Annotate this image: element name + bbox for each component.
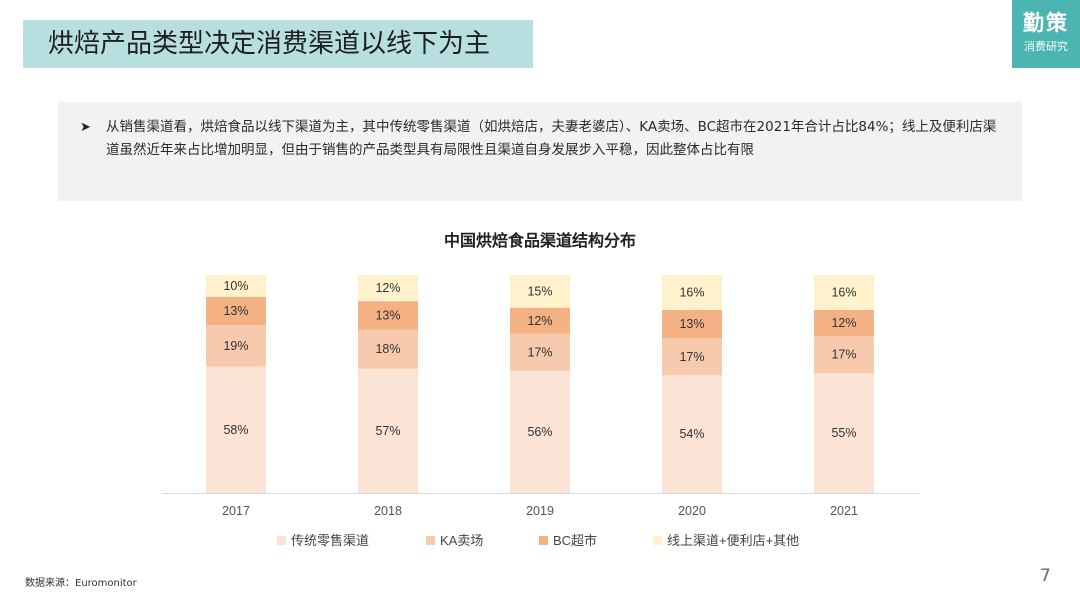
legend-label: 线上渠道+便利店+其他 [667, 533, 799, 548]
legend-swatch [426, 536, 435, 545]
bar-segment [814, 373, 874, 493]
title-bar: 烘焙产品类型决定消费渠道以线下为主 [23, 20, 533, 68]
data-label: 57% [375, 424, 400, 438]
bar-segment [358, 368, 418, 493]
page-title: 烘焙产品类型决定消费渠道以线下为主 [48, 29, 491, 59]
bar-segment [206, 325, 266, 367]
x-tick-label: 2019 [526, 504, 554, 518]
data-label: 10% [223, 279, 248, 293]
x-tick-label: 2020 [678, 504, 706, 518]
data-label: 16% [679, 285, 704, 299]
x-tick-label: 2017 [222, 504, 250, 518]
bar-segment [510, 275, 570, 308]
legend-label: BC超市 [553, 533, 597, 548]
bar-segment [358, 275, 418, 302]
data-label: 19% [223, 339, 248, 353]
data-label: 55% [831, 426, 856, 440]
summary-text: 从销售渠道看，烘焙食品以线下渠道为主，其中传统零售渠道（如烘焙店，夫妻老婆店）、… [106, 119, 997, 158]
data-label: 17% [831, 348, 856, 362]
data-source: 数据来源：Euromonitor [25, 578, 137, 589]
bar-segment [206, 366, 266, 493]
data-label: 17% [679, 350, 704, 364]
summary-box: ➤ 从销售渠道看，烘焙食品以线下渠道为主，其中传统零售渠道（如烘焙店，夫妻老婆店… [58, 102, 1022, 201]
data-label: 12% [527, 314, 552, 328]
data-label: 13% [679, 317, 704, 331]
legend-label: KA卖场 [440, 533, 483, 548]
data-label: 54% [679, 427, 704, 441]
legend-swatch [539, 536, 548, 545]
bar-segment [510, 333, 570, 371]
bar-segment [510, 307, 570, 334]
bar-segment [662, 275, 722, 310]
bar-segment [358, 329, 418, 369]
bar-segment [662, 309, 722, 339]
x-tick-label: 2018 [374, 504, 402, 518]
page-number: 7 [1040, 566, 1051, 586]
logo-sub-text: 消费研究 [1024, 40, 1068, 53]
data-label: 16% [831, 285, 856, 299]
bar-segment [814, 336, 874, 374]
data-label: 18% [375, 342, 400, 356]
bar-segment [662, 338, 722, 376]
legend-swatch [653, 536, 662, 545]
x-tick-label: 2021 [830, 504, 858, 518]
legend-swatch [277, 536, 286, 545]
logo-main-text: 勤策 [1023, 10, 1069, 35]
data-label: 17% [527, 345, 552, 359]
data-label: 13% [223, 304, 248, 318]
legend-label: 传统零售渠道 [291, 533, 369, 548]
data-label: 13% [375, 308, 400, 322]
bar-segment [358, 301, 418, 330]
data-label: 12% [831, 316, 856, 330]
bullet-arrow-icon: ➤ [80, 120, 91, 135]
data-label: 12% [375, 281, 400, 295]
bar-segment [206, 275, 266, 297]
chart-title: 中国烘焙食品渠道结构分布 [444, 231, 636, 250]
data-label: 15% [527, 284, 552, 298]
bar-segment [814, 275, 874, 310]
bar-segment [206, 296, 266, 326]
bar-segment [662, 375, 722, 493]
data-label: 56% [527, 425, 552, 439]
data-label: 58% [223, 423, 248, 437]
bar-segment [814, 309, 874, 337]
bar-segment [510, 370, 570, 493]
brand-logo: 勤策 消费研究 [1012, 0, 1080, 68]
